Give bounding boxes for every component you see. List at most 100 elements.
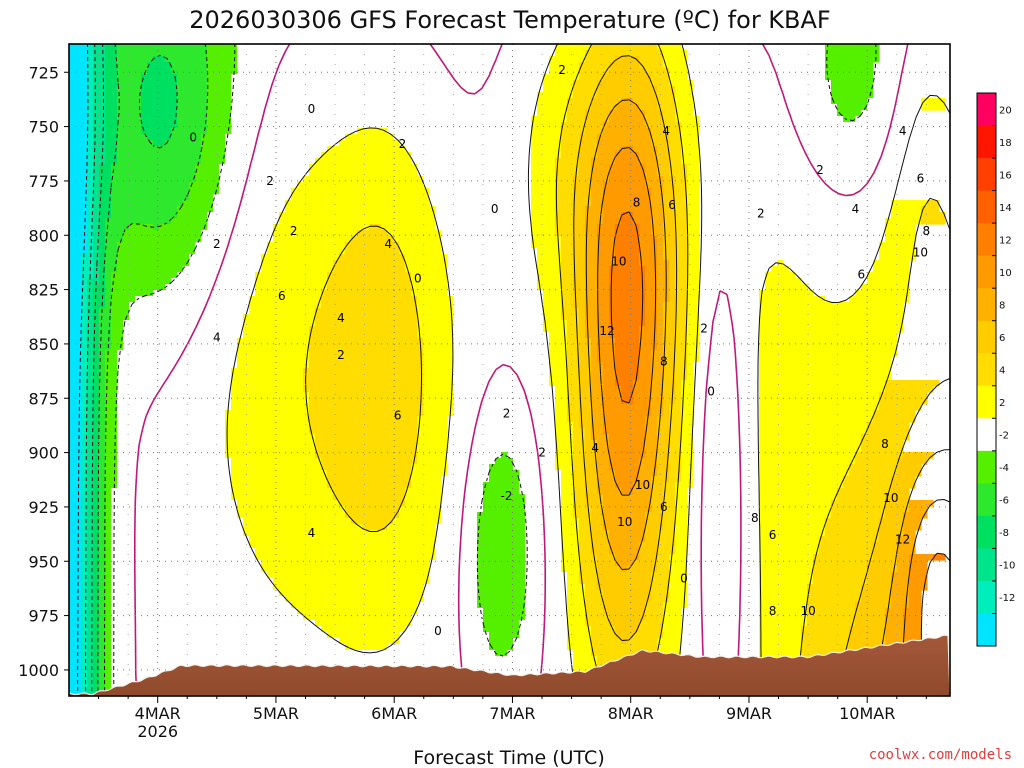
temperature-cell — [99, 614, 106, 621]
temperature-cell — [651, 74, 670, 81]
temperature-cell — [111, 320, 124, 327]
temperature-cell — [87, 458, 94, 465]
temperature-cell — [615, 626, 640, 633]
y-tick-label: 875 — [28, 389, 59, 408]
temperature-cell — [141, 74, 178, 81]
temperature-cell — [615, 344, 640, 351]
temperature-cell — [87, 590, 94, 597]
temperature-cell — [531, 242, 562, 249]
temperature-cell — [885, 632, 904, 639]
temperature-cell — [681, 128, 700, 135]
temperature-cell — [171, 278, 256, 285]
temperature-cell — [693, 110, 838, 117]
temperature-cell — [759, 314, 904, 321]
temperature-cell — [657, 638, 682, 645]
temperature-cell — [99, 674, 106, 681]
temperature-cell — [111, 176, 196, 183]
grid-lines — [69, 44, 950, 696]
temperature-cell — [93, 554, 100, 561]
temperature-cell — [543, 74, 580, 81]
temperature-cell — [657, 422, 670, 429]
y-tick-label: 800 — [28, 226, 59, 245]
temperature-cell — [645, 290, 658, 297]
temperature-cell — [657, 470, 670, 477]
temperature-cell — [489, 464, 514, 471]
temperature-cell — [69, 248, 88, 255]
temperature-cell — [225, 134, 346, 141]
temperature-cell — [111, 632, 328, 639]
temperature-cell — [663, 242, 676, 249]
contour-label: 6 — [917, 172, 925, 186]
temperature-cell — [105, 44, 118, 51]
temperature-cell — [429, 572, 478, 579]
temperature-cell — [345, 134, 394, 141]
temperature-cell — [897, 542, 916, 549]
temperature-cell — [279, 590, 424, 597]
temperature-cell — [597, 236, 616, 243]
temperature-cell — [87, 218, 94, 225]
temperature-cell — [387, 128, 532, 135]
temperature-cell — [759, 608, 808, 615]
temperature-cell — [87, 62, 94, 69]
temperature-cell — [657, 566, 670, 573]
temperature-cell — [81, 308, 88, 315]
temperature-cell — [531, 206, 556, 213]
temperature-cell — [687, 242, 700, 249]
temperature-cell — [621, 386, 634, 393]
temperature-cell — [525, 572, 568, 579]
temperature-cell — [69, 296, 82, 303]
temperature-cell — [99, 428, 106, 435]
temperature-cell — [681, 146, 700, 153]
temperature-cell — [87, 344, 94, 351]
temperature-cell — [453, 320, 544, 327]
temperature-cell — [699, 230, 886, 237]
temperature-cell — [615, 236, 640, 243]
temperature-cell — [309, 410, 424, 417]
temperature-cell — [69, 638, 82, 645]
temperature-cell — [597, 140, 652, 147]
temperature-cell — [567, 602, 586, 609]
temperature-cell — [579, 548, 592, 555]
temperature-cell — [321, 290, 412, 297]
temperature-cell — [87, 680, 94, 687]
temperature-cell — [537, 248, 562, 255]
temperature-cell — [867, 560, 898, 567]
temperature-cell — [87, 308, 94, 315]
temperature-cell — [927, 200, 940, 207]
temperature-cell — [93, 482, 100, 489]
temperature-cell — [663, 494, 676, 501]
temperature-cell — [399, 512, 442, 519]
temperature-cell — [231, 98, 538, 105]
temperature-cell — [663, 380, 676, 387]
temperature-cell — [759, 410, 874, 417]
freezing-contour-line — [134, 44, 909, 696]
temperature-cell — [657, 332, 664, 339]
temperature-cell — [117, 68, 148, 75]
temperature-cell — [663, 374, 676, 381]
temperature-cell — [69, 272, 82, 279]
temperature-cell — [579, 344, 592, 351]
temperature-cell — [909, 578, 928, 585]
temperature-cell — [69, 536, 82, 543]
temperature-cell — [597, 338, 616, 345]
temperature-cell — [555, 224, 574, 231]
temperature-cell — [495, 650, 508, 657]
temperature-cell — [81, 488, 88, 495]
temperature-cell — [807, 620, 856, 627]
temperature-cell — [639, 224, 652, 231]
temperature-cell — [759, 398, 880, 405]
temperature-cell — [657, 146, 670, 153]
temperature-cell — [489, 644, 514, 651]
temperature-cell — [207, 92, 232, 99]
temperature-cell — [687, 338, 700, 345]
temperature-cell — [87, 116, 94, 123]
temperature-cell — [765, 278, 802, 285]
temperature-cell — [195, 248, 268, 255]
temperature-cell — [99, 356, 106, 363]
temperature-cell — [417, 320, 454, 327]
temperature-cell — [477, 578, 526, 585]
temperature-cell — [651, 218, 664, 225]
temperature-cell — [687, 218, 700, 225]
temperature-cell — [69, 212, 88, 219]
temperature-cell — [597, 242, 616, 249]
